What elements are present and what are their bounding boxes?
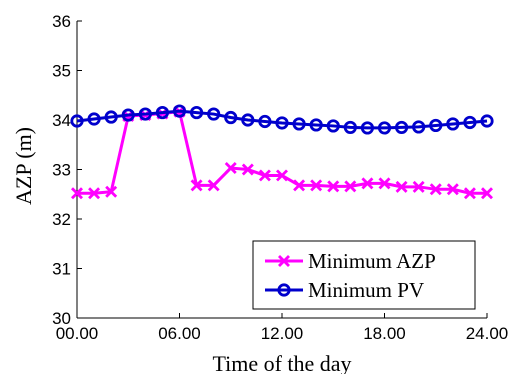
- y-tick-label: 34: [52, 111, 71, 130]
- data-point: [463, 187, 476, 200]
- data-point: [481, 187, 493, 200]
- legend-swatch-marker: [277, 283, 291, 297]
- data-point: [412, 120, 426, 134]
- data-point: [446, 183, 459, 196]
- data-point: [429, 183, 442, 196]
- data-point: [360, 121, 375, 135]
- data-point: [343, 120, 357, 135]
- x-tick-label: 12.00: [261, 324, 304, 343]
- data-point: [71, 187, 83, 200]
- data-point: [429, 118, 443, 133]
- axes: 30 31 32 33 34 35 36 00.00 06.00 12.00 18.00 24.00: [52, 12, 508, 343]
- data-point: [480, 114, 494, 128]
- y-axis-label: AZP (m): [11, 127, 36, 205]
- data-point: [276, 169, 288, 182]
- data-point: [394, 120, 409, 135]
- data-point: [258, 169, 271, 182]
- x-tick-label: 06.00: [158, 324, 201, 343]
- y-tick-label: 30: [52, 309, 71, 328]
- data-point: [378, 177, 391, 190]
- y-tick-label: 36: [52, 12, 71, 31]
- data-point: [155, 105, 170, 120]
- data-point: [463, 115, 477, 130]
- data-point: [446, 117, 460, 131]
- series-minimum-pv: [70, 104, 494, 135]
- data-point: [310, 179, 323, 192]
- series-minimum-azp: [71, 105, 493, 200]
- x-tick-label: 24.00: [466, 324, 509, 343]
- data-point: [326, 119, 340, 133]
- legend: Minimum AZP Minimum PV: [252, 240, 476, 310]
- y-tick-label: 31: [52, 260, 71, 279]
- x-axis-label: Time of the day: [212, 351, 351, 374]
- series-line: [76, 109, 488, 130]
- y-tick-label: 32: [52, 210, 71, 229]
- data-point: [412, 180, 425, 193]
- data-point: [327, 180, 340, 193]
- data-point: [190, 179, 203, 192]
- data-point: [121, 108, 135, 122]
- data-point: [87, 112, 101, 126]
- data-point: [224, 110, 238, 125]
- data-point: [104, 110, 118, 124]
- legend-item: Minimum PV: [265, 278, 424, 302]
- data-point: [258, 114, 272, 129]
- data-point: [275, 116, 289, 130]
- data-point: [105, 185, 118, 198]
- data-point: [138, 107, 152, 121]
- data-point: [70, 114, 84, 128]
- x-tick-label: 18.00: [363, 324, 406, 343]
- data-point: [361, 177, 374, 190]
- data-point: [241, 163, 254, 176]
- data-point: [241, 113, 255, 127]
- data-point: [309, 118, 323, 132]
- data-point: [293, 179, 306, 192]
- x-tick-label: 00.00: [56, 324, 99, 343]
- data-point: [88, 187, 101, 200]
- data-point: [395, 180, 408, 193]
- legend-label: Minimum PV: [308, 278, 424, 302]
- series-layer: [70, 104, 494, 200]
- legend-swatch-marker: [278, 255, 290, 267]
- data-point: [224, 162, 237, 175]
- data-point: [207, 179, 220, 192]
- data-point: [172, 104, 187, 118]
- data-point: [344, 180, 357, 193]
- data-point: [207, 107, 221, 121]
- data-point: [189, 105, 204, 120]
- data-point: [292, 117, 306, 131]
- y-tick-label: 33: [52, 161, 71, 180]
- legend-item: Minimum AZP: [265, 249, 436, 273]
- y-tick-label: 35: [52, 62, 71, 81]
- data-point: [377, 121, 392, 135]
- legend-label: Minimum AZP: [308, 249, 436, 273]
- legend-box: [252, 240, 476, 310]
